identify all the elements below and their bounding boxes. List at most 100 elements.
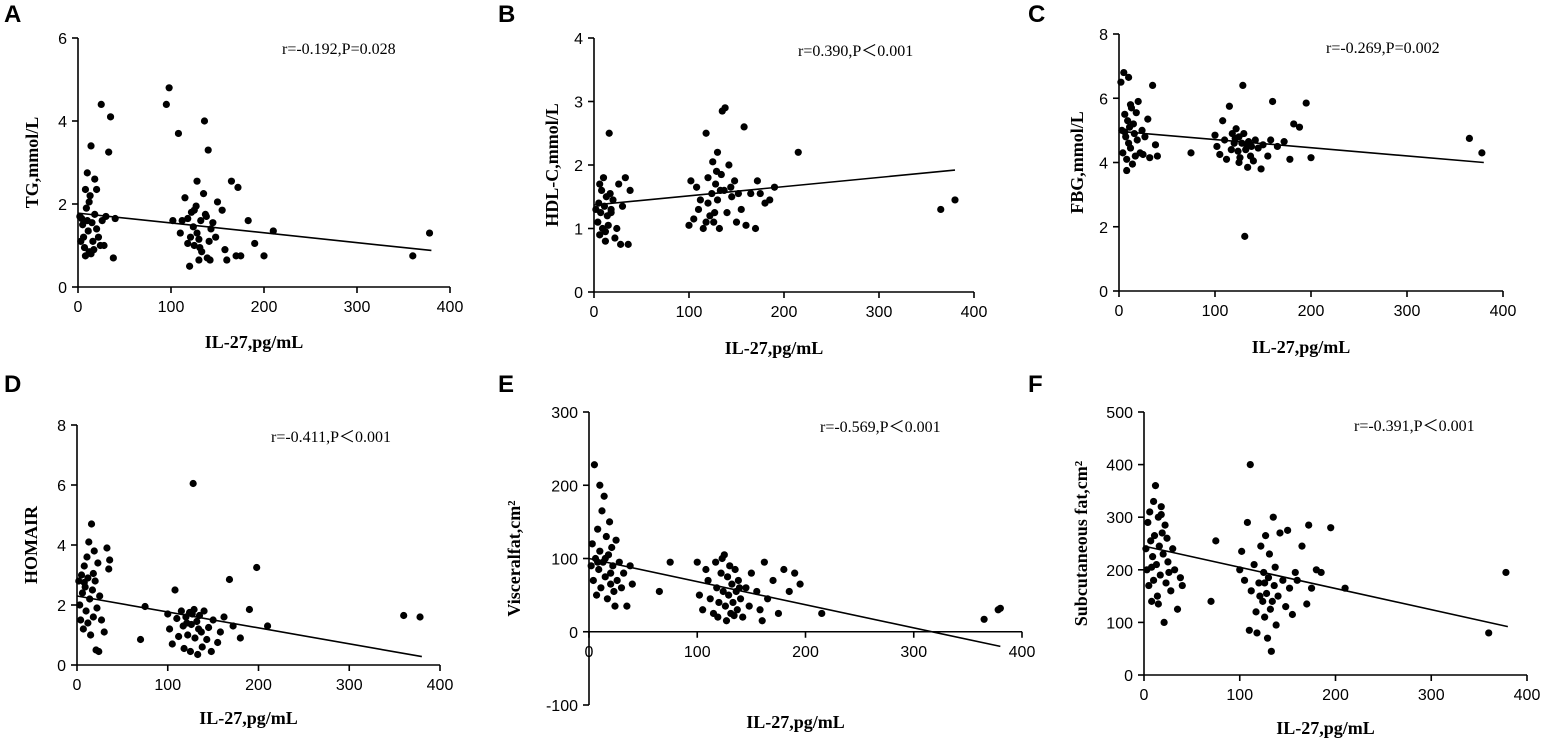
- x-tick-label: 0: [74, 299, 83, 316]
- data-point: [601, 554, 609, 563]
- data-point: [596, 231, 604, 239]
- data-point: [621, 174, 629, 182]
- data-point: [628, 580, 636, 588]
- data-point: [93, 185, 101, 194]
- panel-letter: D: [4, 371, 21, 398]
- data-point: [227, 177, 236, 185]
- data-point: [723, 573, 732, 581]
- panel-c: C 0 2 4 6 8 0 100 200 300 400 IL-27,pg/mL FBG,mmol/L…: [1028, 1, 1516, 357]
- data-point: [1259, 141, 1267, 149]
- data-point: [181, 194, 189, 202]
- data-point: [588, 540, 596, 548]
- data-point: [1255, 579, 1263, 587]
- data-point: [223, 256, 231, 264]
- data-point: [1279, 576, 1287, 584]
- x-tick-label: 100: [676, 304, 703, 321]
- panel-letter: E: [498, 371, 514, 398]
- x-tick-label: 400: [1009, 644, 1036, 661]
- data-point: [727, 183, 735, 191]
- data-point: [596, 547, 604, 555]
- data-point: [183, 619, 191, 627]
- data-point: [729, 598, 737, 607]
- data-point: [601, 237, 610, 245]
- data-point: [106, 113, 115, 121]
- x-tick-label: 100: [1226, 687, 1253, 704]
- data-point: [79, 625, 87, 633]
- data-point: [685, 221, 693, 229]
- data-point: [1121, 110, 1129, 118]
- regression-line: [588, 557, 1001, 648]
- data-point: [1161, 521, 1169, 529]
- data-point: [1130, 129, 1138, 138]
- data-point: [1157, 503, 1165, 511]
- data-point: [1272, 621, 1280, 629]
- data-point: [1249, 157, 1257, 165]
- data-point: [1231, 134, 1239, 143]
- data-point: [409, 252, 417, 260]
- data-point: [1295, 123, 1304, 131]
- data-point: [169, 217, 177, 225]
- data-point: [760, 558, 768, 566]
- data-point: [1149, 81, 1157, 89]
- data-point: [100, 241, 108, 250]
- data-point: [791, 569, 799, 577]
- data-point: [203, 635, 211, 644]
- data-point: [737, 205, 745, 214]
- data-point: [728, 580, 736, 588]
- y-tick-label: 0: [1099, 284, 1108, 301]
- data-point: [94, 559, 102, 567]
- data-point: [1171, 566, 1179, 574]
- data-point: [1149, 576, 1158, 584]
- data-point: [199, 190, 208, 198]
- data-point: [604, 221, 612, 229]
- y-tick-label: 200: [551, 478, 578, 495]
- data-point: [1132, 109, 1140, 117]
- data-point: [595, 199, 603, 207]
- data-point: [97, 616, 106, 624]
- data-point: [1263, 634, 1272, 642]
- data-point: [706, 595, 714, 603]
- data-point: [734, 189, 743, 198]
- data-point: [1219, 117, 1227, 125]
- y-tick-label: 0: [1124, 668, 1133, 685]
- data-point: [100, 628, 108, 636]
- data-point: [141, 602, 149, 611]
- data-point: [592, 591, 601, 599]
- data-point: [236, 634, 244, 642]
- data-point: [1264, 574, 1273, 582]
- data-point: [260, 252, 268, 260]
- data-point: [186, 233, 195, 241]
- data-point: [726, 562, 734, 570]
- data-point: [728, 193, 736, 201]
- data-point: [608, 543, 616, 552]
- data-point: [96, 592, 104, 600]
- data-point: [1148, 563, 1156, 571]
- data-point: [186, 262, 194, 270]
- data-point: [1123, 166, 1131, 175]
- x-axis-title: IL-27,pg/mL: [199, 708, 298, 728]
- data-point: [785, 587, 793, 596]
- y-tick-label: 2: [57, 598, 66, 615]
- correlation-annotation: r=-0.569,P＜0.001: [820, 419, 941, 436]
- data-point: [734, 576, 742, 585]
- y-tick-label: 6: [1099, 91, 1108, 108]
- data-point: [1154, 600, 1162, 608]
- y-axis-title: Subcutaneous fat,cm²: [1071, 461, 1091, 626]
- data-point: [195, 625, 203, 633]
- data-point: [710, 218, 718, 226]
- data-point: [704, 174, 712, 182]
- data-point: [1274, 592, 1282, 600]
- data-point: [87, 250, 95, 258]
- data-point: [244, 217, 252, 225]
- data-point: [82, 204, 90, 212]
- data-point: [1126, 101, 1135, 109]
- data-point: [1187, 149, 1195, 157]
- data-point: [229, 622, 237, 630]
- data-point: [980, 615, 988, 623]
- data-point: [1284, 526, 1292, 534]
- data-point: [1251, 136, 1259, 144]
- data-point: [1176, 574, 1184, 582]
- data-point: [818, 609, 826, 618]
- data-point: [1225, 102, 1233, 110]
- data-point: [1146, 508, 1154, 516]
